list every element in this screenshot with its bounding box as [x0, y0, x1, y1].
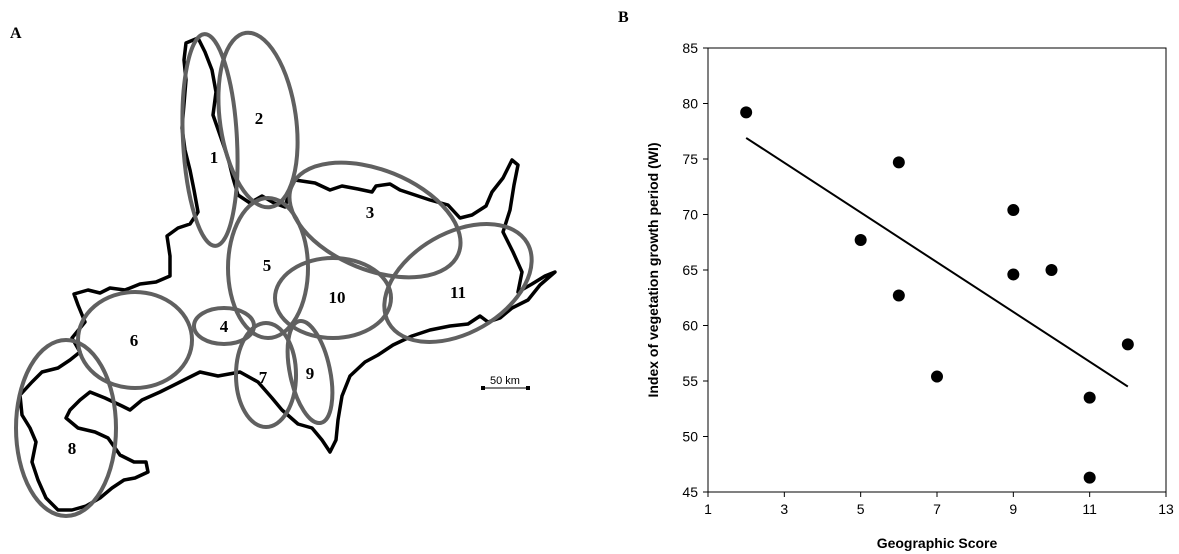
region-label-2: 2: [255, 109, 264, 128]
trendline: [745, 137, 1129, 388]
region-ellipse-7: [234, 321, 298, 429]
data-point: [1045, 264, 1058, 276]
plot-frame: [707, 47, 1167, 493]
region-ellipse-11: [382, 222, 534, 344]
data-points: [740, 106, 1134, 484]
region-label-6: 6: [130, 331, 139, 350]
data-point: [854, 234, 867, 247]
x-tick-label: 11: [1082, 501, 1097, 517]
region-label-11: 11: [450, 283, 466, 302]
region-label-1: 1: [210, 148, 219, 167]
region-ellipse-6: [76, 290, 194, 390]
y-tick-label: 50: [682, 429, 698, 445]
region-label-4: 4: [220, 317, 229, 336]
data-point: [892, 289, 905, 302]
coastline: [18, 36, 557, 512]
y-tick-label: 85: [682, 40, 698, 56]
y-tick-label: 70: [682, 207, 698, 223]
y-tick-label: 80: [682, 96, 698, 112]
region-ellipse-1: [180, 32, 240, 248]
panel-a-letter: A: [10, 25, 22, 42]
y-axis-title: Index of vegetation growth period (WI): [645, 142, 661, 397]
region-label-9: 9: [306, 364, 315, 383]
scale-bar: 50 km: [481, 375, 530, 390]
region-label-3: 3: [366, 203, 375, 222]
panel-b-letter: B: [618, 9, 629, 26]
data-point: [1083, 391, 1096, 404]
region-label-5: 5: [263, 256, 272, 275]
region-label-7: 7: [259, 368, 268, 387]
region-ellipse-2: [216, 30, 300, 210]
data-point: [931, 370, 943, 383]
y-tick-label: 65: [682, 262, 698, 278]
region-ellipse-8: [14, 338, 118, 518]
y-tick-label: 75: [682, 151, 698, 167]
x-tick-label: 3: [780, 501, 788, 517]
data-point: [1007, 268, 1020, 281]
y-tick-label: 60: [682, 318, 698, 334]
y-tick-label: 45: [682, 484, 698, 500]
region-label-10: 10: [329, 288, 346, 307]
region-ellipse-10: [273, 256, 393, 340]
region-map: A 1 2 3 4 5 6 7 8 9 10 11 50 km: [10, 25, 557, 518]
x-axis-title: Geographic Score: [877, 535, 998, 551]
region-ellipse-3: [287, 160, 463, 280]
trendline-group: [745, 137, 1129, 388]
x-tick-label: 13: [1158, 501, 1174, 517]
data-point: [1121, 338, 1134, 351]
data-point: [1007, 204, 1020, 217]
region-ellipse-9: [285, 318, 335, 426]
y-tick-label: 55: [682, 373, 698, 389]
region-label-8: 8: [68, 439, 77, 458]
data-point: [740, 106, 753, 119]
x-tick-label: 9: [1009, 501, 1017, 517]
region-ellipse-5: [226, 196, 310, 340]
x-tick-label: 5: [857, 501, 865, 517]
scale-bar-label: 50 km: [490, 375, 520, 387]
x-tick-label: 7: [933, 501, 941, 517]
data-point: [892, 156, 905, 169]
x-tick-label: 1: [704, 501, 712, 517]
data-point: [1083, 471, 1096, 484]
